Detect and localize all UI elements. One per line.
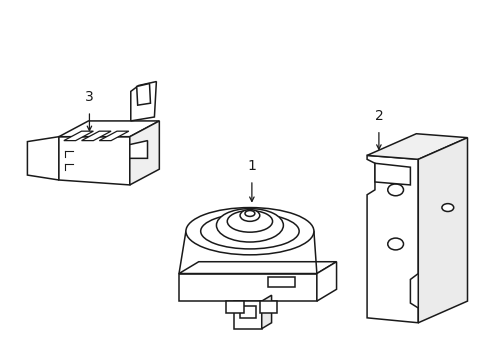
Polygon shape — [240, 306, 255, 318]
Text: 3: 3 — [85, 90, 94, 104]
Polygon shape — [234, 301, 261, 329]
Polygon shape — [137, 84, 150, 105]
Polygon shape — [179, 274, 316, 301]
Polygon shape — [261, 295, 271, 329]
Polygon shape — [130, 82, 156, 121]
Ellipse shape — [185, 208, 313, 255]
Polygon shape — [179, 262, 336, 274]
Polygon shape — [366, 134, 467, 159]
Polygon shape — [374, 163, 409, 185]
Polygon shape — [27, 137, 59, 180]
Ellipse shape — [387, 238, 403, 250]
Ellipse shape — [244, 211, 254, 216]
Polygon shape — [366, 156, 417, 323]
Polygon shape — [59, 121, 159, 137]
Polygon shape — [129, 121, 159, 185]
Polygon shape — [81, 131, 111, 141]
Text: 1: 1 — [247, 159, 256, 173]
Polygon shape — [417, 138, 467, 323]
Ellipse shape — [387, 184, 403, 196]
Polygon shape — [99, 131, 128, 141]
Ellipse shape — [200, 213, 299, 249]
Ellipse shape — [240, 210, 259, 221]
Polygon shape — [64, 131, 93, 141]
Ellipse shape — [227, 211, 272, 232]
Polygon shape — [129, 141, 147, 158]
Polygon shape — [59, 137, 129, 185]
Polygon shape — [267, 278, 295, 287]
Polygon shape — [259, 301, 277, 313]
Ellipse shape — [216, 208, 283, 242]
Polygon shape — [316, 262, 336, 301]
Text: 2: 2 — [374, 109, 383, 123]
Ellipse shape — [441, 204, 453, 212]
Polygon shape — [226, 301, 244, 313]
